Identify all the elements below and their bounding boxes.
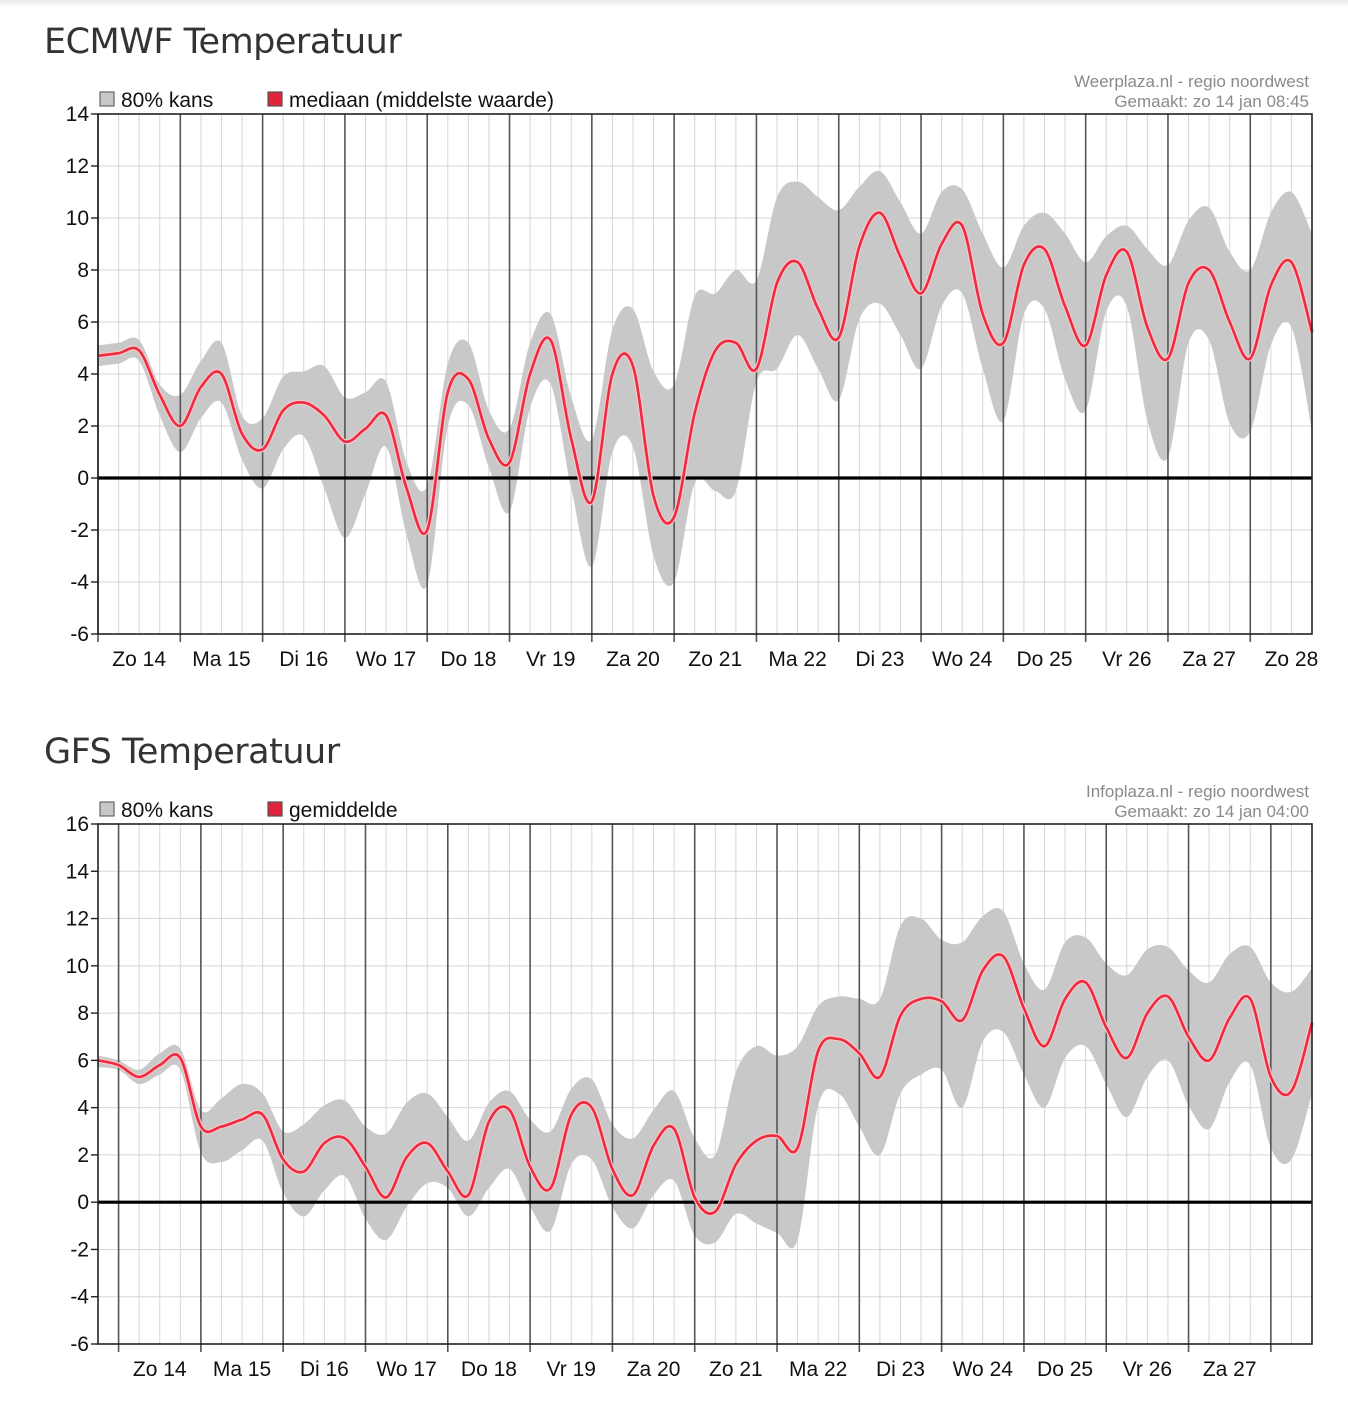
gfs-x-day-label: Di 23 xyxy=(876,1358,925,1381)
gfs-y-tick-label: 10 xyxy=(66,955,89,978)
ecmwf-legend-band-swatch xyxy=(99,91,115,107)
gfs-chart: -6 -4 -2 0 2 4 6 8 10 12 14 16 Zo 14 Ma 15 Di 16 Wo 17… xyxy=(66,782,1315,1381)
gfs-day-gridlines xyxy=(117,824,1272,1352)
ecmwf-y-tick-label: 12 xyxy=(66,155,89,178)
gfs-series-line xyxy=(97,953,1314,1215)
ecmwf-y-tick-label: 0 xyxy=(77,467,89,490)
gfs-y-tick-label: -2 xyxy=(70,1238,89,1261)
ecmwf-x-day-label: Wo 17 xyxy=(356,648,416,671)
ecmwf-y-tick-label: 10 xyxy=(66,207,89,230)
gfs-y-tick-label: 16 xyxy=(66,813,89,836)
gfs-x-tick-labels: Zo 14 Ma 15 Di 16 Wo 17 Do 18 Vr 19 Za 20 Zo 21… xyxy=(133,1358,1257,1381)
ecmwf-credit-source: Weerplaza.nl - regio noordwest xyxy=(1074,72,1309,91)
gfs-x-day-label: Za 27 xyxy=(1203,1358,1257,1381)
ecmwf-series-line xyxy=(97,211,1314,535)
ecmwf-x-day-label: Zo 14 xyxy=(112,648,166,671)
gfs-x-day-label: Do 18 xyxy=(461,1358,517,1381)
gfs-credit-source: Infoplaza.nl - regio noordwest xyxy=(1086,782,1309,801)
gfs-legend-band-swatch xyxy=(99,801,115,817)
ecmwf-x-day-label: Wo 24 xyxy=(932,648,993,671)
gfs-legend: 80% kans gemiddelde xyxy=(99,799,398,822)
gfs-credit-timestamp: Gemaakt: zo 14 jan 04:00 xyxy=(1114,802,1309,821)
ecmwf-x-day-label: Do 18 xyxy=(440,648,496,671)
ecmwf-y-tick-label: 2 xyxy=(77,415,89,438)
gfs-y-tick-label: 12 xyxy=(66,908,89,931)
gfs-chart-block: GFS Temperatuur -6 -4 -2 0 2 4 6 8 10 12 14 16 Zo 1… xyxy=(0,710,1348,1425)
gfs-x-day-label: Di 16 xyxy=(300,1358,349,1381)
ecmwf-x-day-label: Za 20 xyxy=(606,648,660,671)
ecmwf-x-day-label: Di 16 xyxy=(279,648,328,671)
ecmwf-chart-heading: ECMWF Temperatuur xyxy=(44,22,402,62)
ecmwf-y-tick-label: -4 xyxy=(70,571,89,594)
ecmwf-legend: 80% kans mediaan (middelste waarde) xyxy=(99,89,554,112)
ecmwf-y-tick-label: 8 xyxy=(77,259,89,282)
gfs-x-day-label: Do 25 xyxy=(1037,1358,1093,1381)
ecmwf-chart-block: ECMWF Temperatuur -6 -4 -2 0 2 4 6 8 10 12 14 Zo 1… xyxy=(0,0,1348,700)
gfs-plot-frame xyxy=(97,823,1313,1345)
ecmwf-x-day-label: Za 27 xyxy=(1182,648,1236,671)
gfs-y-tick-label: 2 xyxy=(77,1144,89,1167)
gfs-legend-line-label: gemiddelde xyxy=(289,799,398,822)
ecmwf-y-tick-label: -2 xyxy=(70,519,89,542)
ecmwf-legend-line-label: mediaan (middelste waarde) xyxy=(289,89,554,112)
gfs-y-tick-label: 14 xyxy=(66,860,90,883)
ecmwf-y-tick-label: 4 xyxy=(77,363,89,386)
gfs-line-layer xyxy=(97,951,1315,1217)
gfs-legend-line-swatch xyxy=(267,801,283,817)
ecmwf-x-day-label: Do 25 xyxy=(1016,648,1072,671)
ecmwf-credit-timestamp: Gemaakt: zo 14 jan 08:45 xyxy=(1114,92,1309,111)
gfs-x-day-label: Za 20 xyxy=(627,1358,681,1381)
ecmwf-y-tick-label: 6 xyxy=(77,311,89,334)
gfs-y-tick-label: 0 xyxy=(77,1191,89,1214)
gfs-chart-heading: GFS Temperatuur xyxy=(44,732,340,772)
ecmwf-x-day-label: Vr 19 xyxy=(526,648,575,671)
gfs-x-day-label: Wo 17 xyxy=(376,1358,436,1381)
ecmwf-x-day-label: Zo 28 xyxy=(1265,648,1319,671)
gfs-y-tick-labels: -6 -4 -2 0 2 4 6 8 10 12 14 16 xyxy=(66,813,98,1356)
gfs-x-day-label: Ma 22 xyxy=(789,1358,847,1381)
gfs-x-day-label: Zo 14 xyxy=(133,1358,187,1381)
gfs-y-tick-label: 6 xyxy=(77,1049,89,1072)
gfs-x-day-label: Vr 26 xyxy=(1123,1358,1172,1381)
ecmwf-y-tick-labels: -6 -4 -2 0 2 4 6 8 10 12 14 xyxy=(66,103,98,646)
ecmwf-x-day-label: Vr 26 xyxy=(1102,648,1151,671)
ecmwf-line-layer xyxy=(97,210,1315,536)
ecmwf-x-day-label: Ma 22 xyxy=(768,648,826,671)
gfs-y-tick-label: 4 xyxy=(77,1097,89,1120)
ecmwf-legend-band-label: 80% kans xyxy=(121,89,213,112)
ecmwf-chart: -6 -4 -2 0 2 4 6 8 10 12 14 Zo 14 Ma 15 Di 16 Wo 17 Do… xyxy=(66,72,1319,671)
gfs-legend-band-label: 80% kans xyxy=(121,799,213,822)
ecmwf-legend-line-swatch xyxy=(267,91,283,107)
ecmwf-y-tick-label: 14 xyxy=(66,103,90,126)
gfs-y-tick-label: 8 xyxy=(77,1002,89,1025)
gfs-axes xyxy=(97,823,1313,1345)
gfs-x-day-label: Vr 19 xyxy=(547,1358,596,1381)
gfs-x-day-label: Wo 24 xyxy=(953,1358,1014,1381)
gfs-x-day-label: Ma 15 xyxy=(213,1358,271,1381)
top-bar-shadow xyxy=(0,0,1348,8)
ecmwf-x-day-label: Zo 21 xyxy=(688,648,742,671)
ecmwf-x-tick-labels: Zo 14 Ma 15 Di 16 Wo 17 Do 18 Vr 19 Za 20 Zo 21… xyxy=(112,648,1318,671)
ecmwf-x-day-label: Di 23 xyxy=(855,648,904,671)
gfs-y-tick-label: -4 xyxy=(70,1286,89,1309)
gfs-x-day-label: Zo 21 xyxy=(709,1358,763,1381)
gfs-y-tick-label: -6 xyxy=(70,1333,89,1356)
ecmwf-y-tick-label: -6 xyxy=(70,623,89,646)
ecmwf-x-day-label: Ma 15 xyxy=(192,648,250,671)
